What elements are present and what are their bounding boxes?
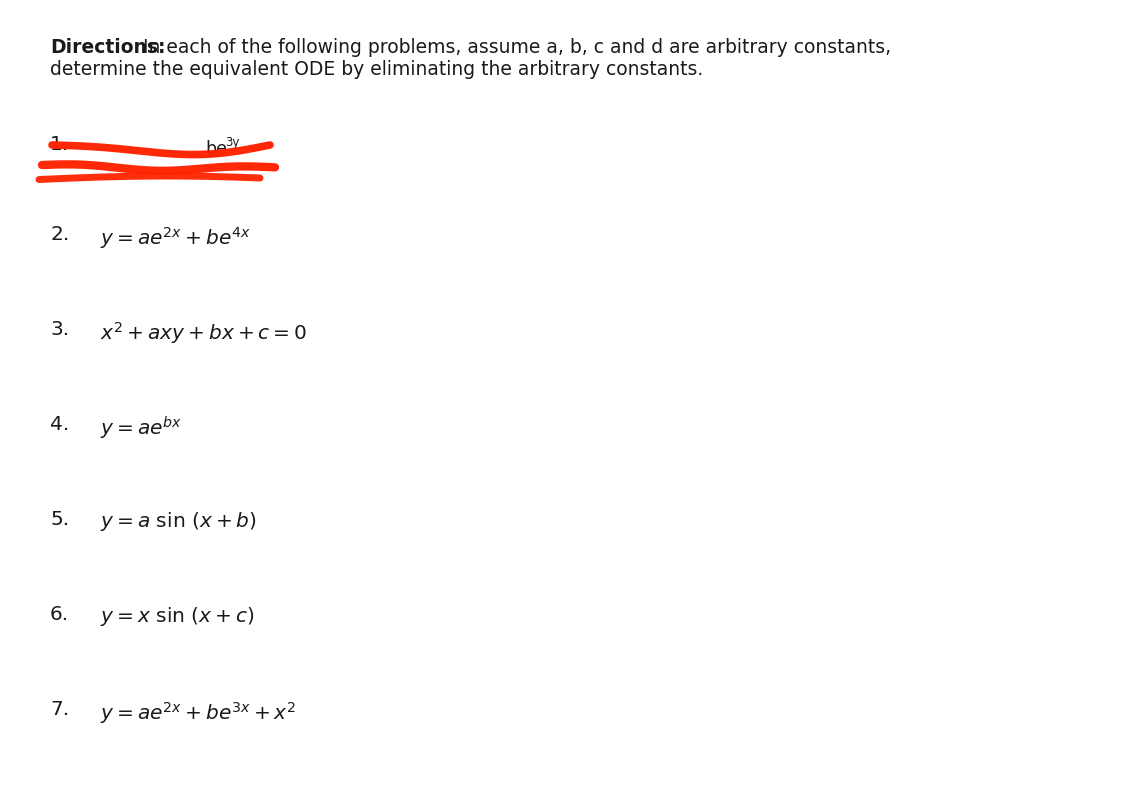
Text: 5.: 5. bbox=[50, 510, 69, 529]
Text: $y = x\ \mathrm{sin}\ (x + c)$: $y = x\ \mathrm{sin}\ (x + c)$ bbox=[100, 605, 254, 628]
Text: be: be bbox=[205, 140, 227, 158]
Text: 7.: 7. bbox=[50, 700, 69, 719]
Text: 3.: 3. bbox=[50, 320, 69, 339]
Text: $y = ae^{2x} + be^{4x}$: $y = ae^{2x} + be^{4x}$ bbox=[100, 225, 251, 251]
Text: 6.: 6. bbox=[50, 605, 69, 624]
Text: Directions:: Directions: bbox=[50, 38, 165, 57]
Text: determine the equivalent ODE by eliminating the arbitrary constants.: determine the equivalent ODE by eliminat… bbox=[50, 60, 703, 79]
Text: $x^2 + axy + bx + c = 0$: $x^2 + axy + bx + c = 0$ bbox=[100, 320, 307, 346]
Text: 4.: 4. bbox=[50, 415, 70, 434]
Text: $y = ae^{2x} + be^{3x} + x^2$: $y = ae^{2x} + be^{3x} + x^2$ bbox=[100, 700, 296, 726]
Text: 3y: 3y bbox=[225, 136, 240, 149]
Text: In each of the following problems, assume a, b, c and d are arbitrary constants,: In each of the following problems, assum… bbox=[137, 38, 891, 57]
Text: $y = a\ \mathrm{sin}\ (x + b)$: $y = a\ \mathrm{sin}\ (x + b)$ bbox=[100, 510, 256, 533]
Text: 1.: 1. bbox=[50, 135, 70, 154]
Text: 2.: 2. bbox=[50, 225, 70, 244]
Text: $y = ae^{bx}$: $y = ae^{bx}$ bbox=[100, 415, 182, 442]
